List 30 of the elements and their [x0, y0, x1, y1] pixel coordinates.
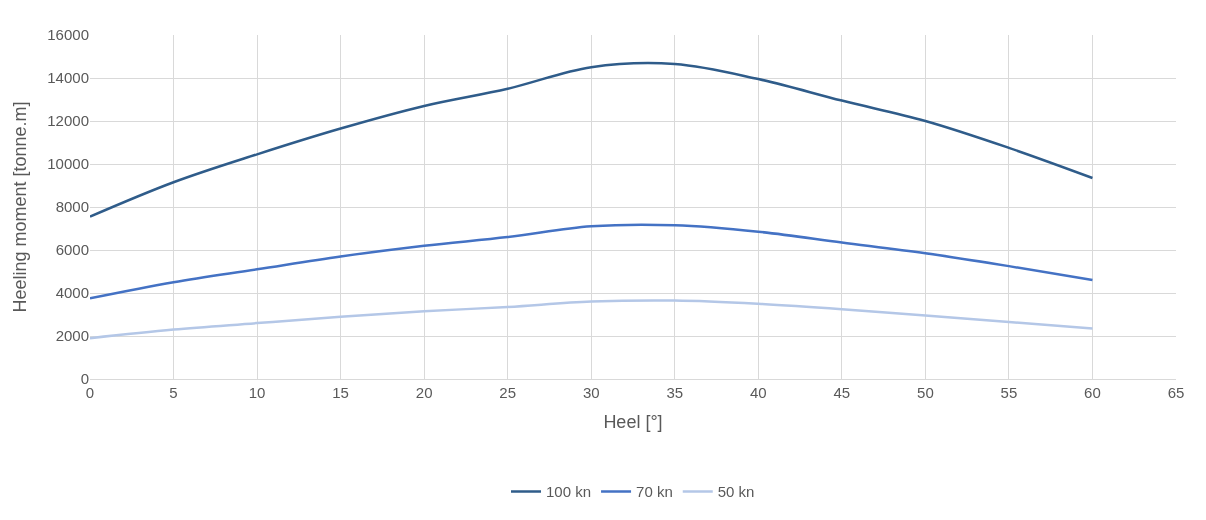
y-axis-title: Heeling moment [tonne.m] — [10, 101, 31, 313]
legend-label: 50 kn — [717, 483, 755, 501]
x-tick-label: 45 — [833, 384, 851, 401]
x-tick-label: 25 — [499, 384, 517, 401]
y-tick-label: 4000 — [55, 284, 89, 302]
x-tick-label: 15 — [332, 384, 349, 401]
x-tick-label: 60 — [1084, 384, 1101, 401]
y-tick-label: 8000 — [55, 198, 89, 216]
y-tick-label: 10000 — [47, 155, 89, 173]
x-tick-label: 40 — [749, 384, 767, 401]
y-tick-label: 16000 — [47, 26, 89, 44]
x-axis-title: Heel [°] — [603, 412, 663, 433]
x-tick-label: 30 — [582, 384, 600, 401]
legend-label: 70 kn — [636, 483, 673, 501]
line-series — [90, 223, 1094, 300]
y-tick-label: 2000 — [55, 327, 89, 345]
line-series — [90, 299, 1094, 340]
x-tick-label: 50 — [917, 384, 934, 401]
y-tick-label: 12000 — [47, 112, 89, 130]
line-series — [90, 61, 1094, 218]
x-tick-label: 55 — [1000, 384, 1018, 401]
y-tick-label: 0 — [80, 370, 89, 388]
x-tick-label: 35 — [666, 384, 684, 401]
x-tick-label: 5 — [169, 384, 178, 401]
y-tick-label: 14000 — [47, 69, 89, 87]
y-tick-label: 6000 — [55, 241, 89, 259]
x-tick-label: 10 — [248, 384, 266, 401]
x-tick-label: 20 — [415, 384, 433, 401]
legend-label: 100 kn — [546, 483, 592, 501]
x-tick-label: 65 — [1167, 384, 1185, 401]
